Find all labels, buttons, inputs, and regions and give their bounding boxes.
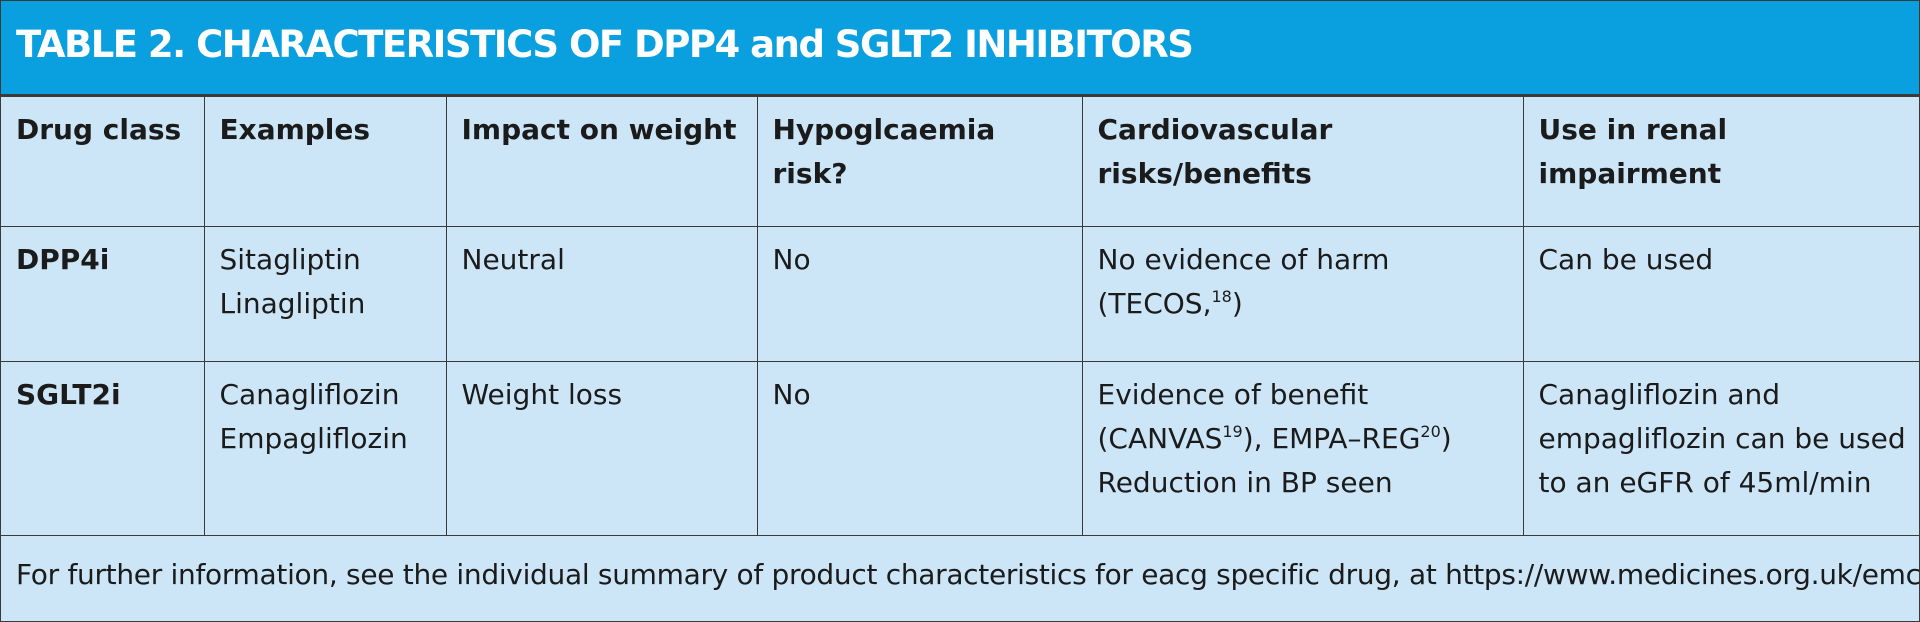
reference-number: 19 [1222, 422, 1243, 441]
example-drug: Linagliptin [219, 287, 366, 320]
header-row: Drug class Examples Impact on weight Hyp… [1, 96, 1919, 227]
cv-text: (TECOS, [1097, 287, 1212, 320]
examples-cell: Canagliflozin Empagliflozin [203, 361, 447, 536]
table-row: SGLT2i Canagliflozin Empagliflozin Weigh… [1, 361, 1919, 536]
header-examples: Examples [203, 96, 447, 227]
header-cardiovascular-label: Cardiovascular risks/benefits [1097, 113, 1333, 190]
cv-line: Reduction in BP seen [1097, 466, 1393, 499]
cv-line: Evidence of benefit [1097, 378, 1369, 411]
header-cardiovascular: Cardiovascular risks/benefits [1081, 96, 1524, 227]
cv-text: ) [1231, 287, 1243, 320]
cv-line: (CANVAS19), EMPA–REG20) [1098, 417, 1510, 461]
characteristics-table: Drug class Examples Impact on weight Hyp… [1, 96, 1919, 536]
example-drug: Empagliflozin [219, 422, 408, 455]
example-drug: Canagliflozin [219, 378, 400, 411]
header-drug-class: Drug class [1, 96, 205, 227]
cv-line: No evidence of harm [1097, 243, 1390, 276]
examples-cell: Sitagliptin Linagliptin [203, 226, 447, 362]
table-row: DPP4i Sitagliptin Linagliptin Neutral No… [1, 226, 1919, 362]
renal-line: to an eGFR of 45ml/min [1538, 466, 1872, 499]
table-title: TABLE 2. CHARACTERISTICS OF DPP4 and SGL… [16, 23, 1194, 66]
weight-cell: Weight loss [445, 361, 758, 536]
drug-class-cell: DPP4i [1, 226, 205, 362]
hypo-cell: No [756, 226, 1083, 362]
table-footnote: For further information, see the individ… [16, 558, 1920, 591]
cv-text: (CANVAS [1097, 422, 1223, 455]
drug-class-cell: SGLT2i [1, 361, 205, 536]
cv-cell: No evidence of harm (TECOS,18) [1081, 226, 1524, 362]
example-drug: Sitagliptin [219, 243, 361, 276]
renal-cell: Can be used [1522, 226, 1919, 362]
header-hypoglycaemia-risk: Hypoglcaemia risk? [756, 96, 1083, 227]
cv-line: (TECOS,18) [1098, 282, 1510, 326]
header-impact-on-weight: Impact on weight [445, 96, 758, 227]
cv-cell: Evidence of benefit (CANVAS19), EMPA–REG… [1081, 361, 1524, 536]
reference-number: 18 [1211, 287, 1232, 306]
renal-line: empagliflozin can be used [1538, 422, 1906, 455]
cv-text: ), EMPA–REG [1242, 422, 1421, 455]
reference-number: 20 [1420, 422, 1441, 441]
title-bar: TABLE 2. CHARACTERISTICS OF DPP4 and SGL… [1, 1, 1919, 96]
cv-text: ) [1440, 422, 1452, 455]
weight-cell: Neutral [445, 226, 758, 362]
header-renal-impairment: Use in renal impairment [1522, 96, 1919, 227]
renal-line: Canagliflozin and [1538, 378, 1781, 411]
renal-cell: Canagliflozin and empagliflozin can be u… [1522, 361, 1919, 536]
hypo-cell: No [756, 361, 1083, 536]
